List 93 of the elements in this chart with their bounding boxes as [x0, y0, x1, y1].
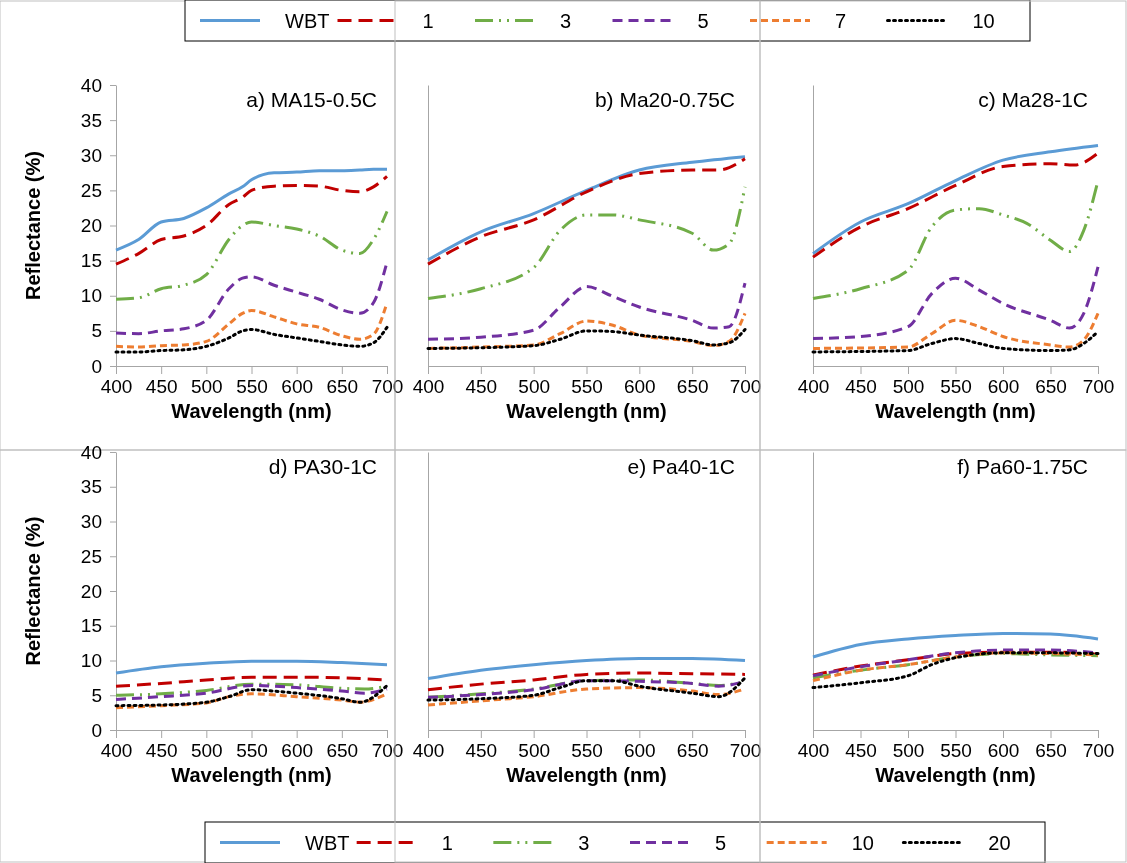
chart-title: a) MA15-0.5C [246, 88, 377, 111]
x-tick-label: 650 [326, 740, 359, 762]
legend-label: 5 [697, 9, 709, 32]
x-tick-label: 450 [845, 376, 877, 398]
x-tick-label: 700 [729, 376, 762, 398]
x-axis-title: Wavelength (nm) [506, 764, 667, 786]
line-series [114, 659, 389, 675]
x-tick-label: 700 [371, 740, 404, 762]
x-tick-label: 500 [190, 740, 223, 762]
x-tick-label: 500 [892, 740, 925, 762]
x-tick-label: 600 [987, 376, 1020, 398]
x-axis-title: Wavelength (nm) [171, 764, 332, 786]
y-axis-title: Reflectance (%) [22, 151, 44, 300]
legend-label: 1 [441, 831, 453, 854]
legend-label: 3 [578, 831, 590, 854]
y-tick-label: 5 [91, 684, 102, 706]
y-tick-label: 30 [80, 144, 102, 166]
chart-title: f) Pa60-1.75C [957, 455, 1088, 478]
y-tick-label: 20 [80, 215, 102, 237]
x-tick-label: 600 [281, 740, 314, 762]
line-series [114, 174, 389, 266]
legend-label: 20 [988, 831, 1011, 854]
y-tick-label: 15 [80, 250, 102, 272]
x-tick-label: 700 [1082, 740, 1115, 762]
legend-label: WBT [305, 831, 350, 854]
legend-label: 5 [715, 831, 727, 854]
chart-title: b) Ma20-0.75C [594, 88, 735, 111]
x-tick-label: 650 [326, 376, 359, 398]
y-tick-label: 25 [80, 545, 102, 567]
line-series [114, 167, 389, 252]
x-tick-label: 400 [412, 376, 445, 398]
x-tick-label: 550 [940, 376, 972, 398]
x-tick-label: 500 [190, 376, 223, 398]
y-tick-label: 35 [80, 109, 102, 131]
line-series [114, 684, 389, 701]
x-tick-label: 450 [145, 740, 178, 762]
x-tick-label: 650 [676, 376, 709, 398]
x-tick-label: 550 [571, 740, 603, 762]
x-tick-label: 550 [236, 376, 268, 398]
y-tick-label: 0 [91, 355, 102, 377]
x-axis-title: Wavelength (nm) [506, 400, 667, 422]
legend-label: 1 [422, 9, 434, 32]
y-tick-label: 5 [91, 320, 102, 342]
x-tick-label: 400 [100, 740, 133, 762]
legend-label: 7 [835, 9, 847, 32]
x-tick-label: 650 [1035, 376, 1067, 398]
x-tick-label: 600 [987, 740, 1020, 762]
x-tick-label: 600 [623, 376, 656, 398]
x-tick-label: 550 [940, 740, 972, 762]
x-axis-title: Wavelength (nm) [875, 400, 1036, 422]
y-tick-label: 10 [80, 285, 102, 307]
y-axis-title: Reflectance (%) [22, 516, 44, 666]
x-tick-label: 650 [1035, 740, 1067, 762]
x-tick-label: 450 [845, 740, 877, 762]
x-axis-title: Wavelength (nm) [171, 400, 332, 422]
y-tick-label: 35 [80, 476, 102, 498]
line-series [114, 325, 389, 354]
x-tick-label: 550 [236, 740, 268, 762]
x-tick-label: 700 [1082, 376, 1115, 398]
y-tick-label: 15 [80, 615, 102, 637]
y-tick-label: 0 [91, 719, 102, 741]
legend-label: 10 [851, 831, 874, 854]
x-tick-label: 450 [465, 376, 498, 398]
x-tick-label: 600 [281, 376, 314, 398]
y-tick-label: 40 [80, 441, 102, 463]
x-tick-label: 650 [676, 740, 709, 762]
x-tick-label: 400 [100, 376, 133, 398]
legend-label: 10 [972, 9, 995, 32]
x-tick-label: 400 [797, 376, 830, 398]
x-tick-label: 400 [412, 740, 445, 762]
y-tick-label: 10 [80, 650, 102, 672]
chart-title: e) Pa40-1C [627, 455, 735, 478]
x-tick-label: 700 [729, 740, 762, 762]
y-tick-label: 25 [80, 179, 102, 201]
x-tick-label: 600 [623, 740, 656, 762]
legend-label: WBT [285, 9, 330, 32]
x-tick-label: 450 [465, 740, 498, 762]
y-tick-label: 40 [80, 74, 102, 96]
x-tick-label: 400 [797, 740, 830, 762]
x-tick-label: 500 [518, 376, 551, 398]
y-tick-label: 30 [80, 511, 102, 533]
legend-label: 3 [560, 9, 572, 32]
x-tick-label: 550 [571, 376, 603, 398]
chart-title: c) Ma28-1C [978, 88, 1088, 111]
x-tick-label: 500 [518, 740, 551, 762]
x-tick-label: 500 [892, 376, 925, 398]
chart-title: d) PA30-1C [268, 455, 377, 478]
x-tick-label: 700 [371, 376, 404, 398]
line-series [114, 684, 389, 708]
x-axis-title: Wavelength (nm) [875, 764, 1036, 786]
y-tick-label: 20 [80, 580, 102, 602]
line-series [114, 209, 389, 301]
x-tick-label: 450 [145, 376, 178, 398]
